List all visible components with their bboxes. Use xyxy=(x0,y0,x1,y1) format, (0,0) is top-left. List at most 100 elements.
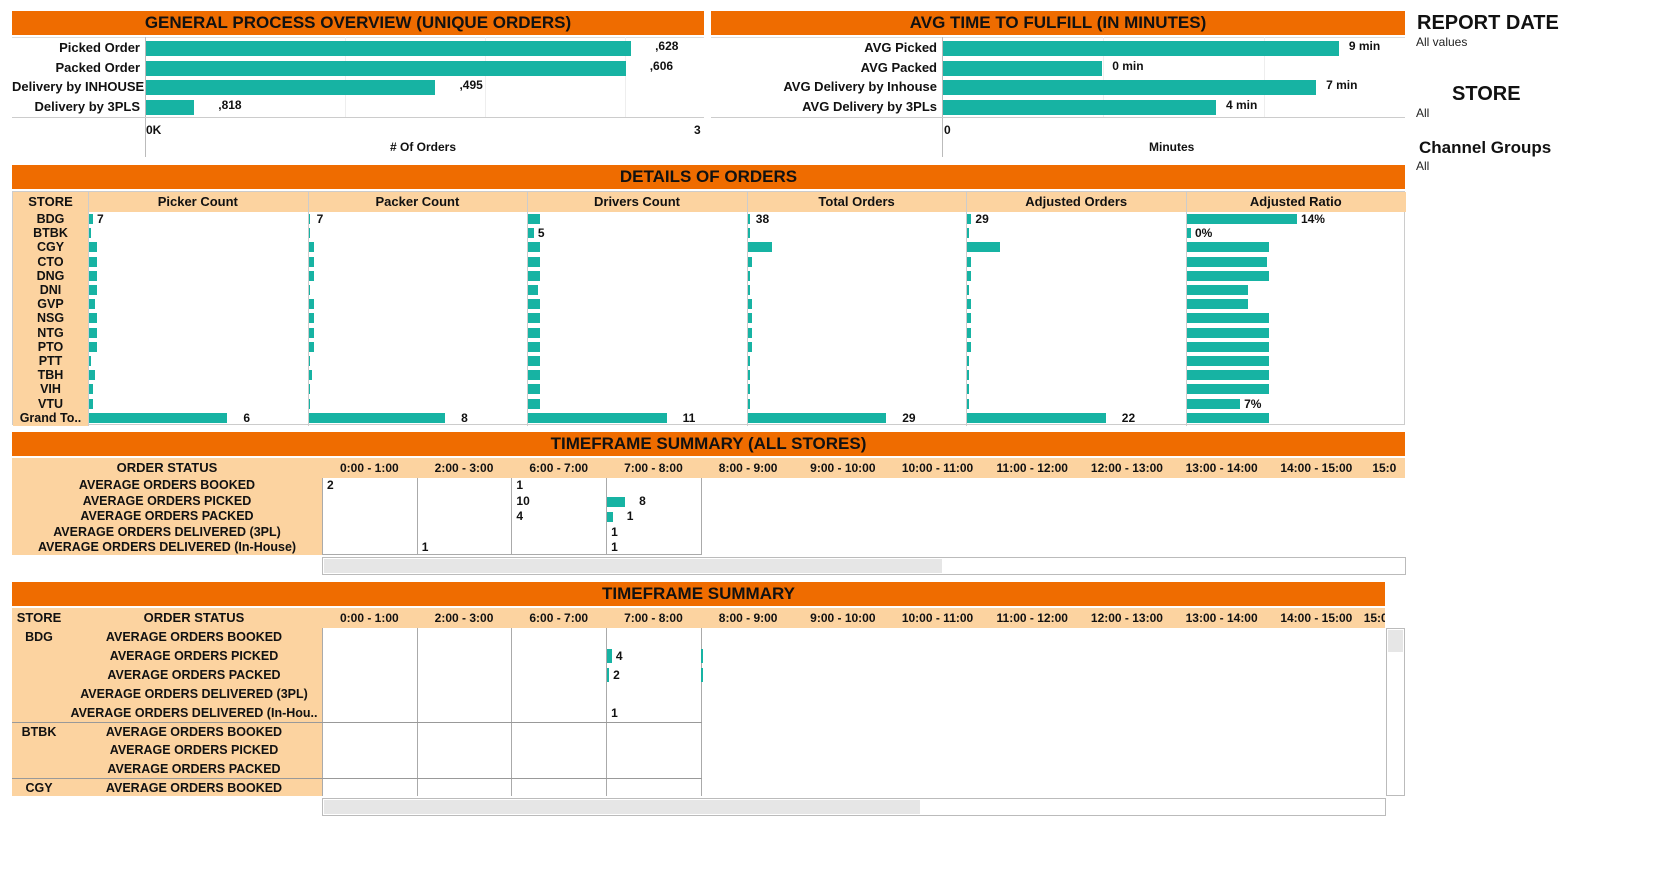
details-bar[interactable] xyxy=(967,285,970,295)
details-bar[interactable] xyxy=(967,256,972,267)
details-bar[interactable] xyxy=(747,270,750,281)
details-bar[interactable] xyxy=(967,398,970,409)
details-bar[interactable] xyxy=(967,313,972,324)
details-bar[interactable] xyxy=(967,356,970,366)
details-bar[interactable] xyxy=(967,270,972,281)
details-bar[interactable] xyxy=(528,370,540,381)
details-bar[interactable] xyxy=(747,299,752,310)
tfa-bar[interactable] xyxy=(607,496,626,507)
details-bar[interactable] xyxy=(967,370,970,381)
details-bar[interactable] xyxy=(747,398,750,409)
details-bar[interactable] xyxy=(747,327,752,338)
details-bar[interactable] xyxy=(89,256,97,267)
details-bar[interactable] xyxy=(1187,228,1191,239)
timeframe-all-scroll-thumb[interactable] xyxy=(324,559,942,573)
details-bar[interactable] xyxy=(1187,256,1267,267)
details-bar[interactable] xyxy=(1187,313,1269,324)
details-bar[interactable] xyxy=(308,398,311,409)
details-bar[interactable] xyxy=(747,214,750,224)
details-bar[interactable] xyxy=(747,256,752,267)
tfs-bar[interactable] xyxy=(607,667,610,682)
details-bar[interactable] xyxy=(967,214,972,224)
details-bar[interactable] xyxy=(308,327,315,338)
details-bar[interactable] xyxy=(528,313,540,324)
details-bar[interactable] xyxy=(528,327,540,338)
details-bar[interactable] xyxy=(967,299,972,310)
details-bar[interactable] xyxy=(528,398,540,409)
details-bar[interactable] xyxy=(528,242,540,253)
details-bar[interactable] xyxy=(308,412,446,423)
channel-filter-value[interactable]: All xyxy=(1416,159,1430,173)
details-bar[interactable] xyxy=(1187,242,1269,253)
details-bar[interactable] xyxy=(1187,214,1297,224)
details-bar[interactable] xyxy=(308,214,311,224)
details-bar[interactable] xyxy=(1187,327,1269,338)
details-bar[interactable] xyxy=(528,214,540,224)
tfs-bar[interactable] xyxy=(607,648,612,663)
report-date-value[interactable]: All values xyxy=(1416,35,1468,49)
details-bar[interactable] xyxy=(747,341,752,352)
details-bar[interactable] xyxy=(308,299,315,310)
timeframe-store-scroll-thumb[interactable] xyxy=(324,800,920,814)
details-bar[interactable] xyxy=(1187,412,1269,423)
details-bar[interactable] xyxy=(89,398,93,409)
details-bar[interactable] xyxy=(308,384,311,395)
details-bar[interactable] xyxy=(528,356,540,366)
details-bar[interactable] xyxy=(89,270,97,281)
details-bar[interactable] xyxy=(308,370,313,381)
details-bar[interactable] xyxy=(308,242,315,253)
details-bar[interactable] xyxy=(528,228,534,239)
details-bar[interactable] xyxy=(967,341,972,352)
details-bar[interactable] xyxy=(747,384,750,395)
details-bar[interactable] xyxy=(89,285,97,295)
details-bar[interactable] xyxy=(747,412,887,423)
timeframe-store-vscroll-thumb[interactable] xyxy=(1388,630,1403,652)
overview-bar[interactable] xyxy=(146,41,632,56)
details-bar[interactable] xyxy=(967,327,972,338)
avg-bar[interactable] xyxy=(943,60,1103,76)
details-bar[interactable] xyxy=(1187,398,1241,409)
details-bar[interactable] xyxy=(308,341,315,352)
details-bar[interactable] xyxy=(967,242,1000,253)
details-bar[interactable] xyxy=(1187,370,1269,381)
details-bar[interactable] xyxy=(308,313,315,324)
overview-bar[interactable] xyxy=(146,80,436,95)
details-bar[interactable] xyxy=(528,270,540,281)
details-bar[interactable] xyxy=(308,228,311,239)
details-bar[interactable] xyxy=(528,256,540,267)
timeframe-all-scrollbar[interactable] xyxy=(322,557,1406,575)
details-bar[interactable] xyxy=(1187,341,1269,352)
details-bar[interactable] xyxy=(89,370,95,381)
details-bar[interactable] xyxy=(89,384,93,395)
avg-bar[interactable] xyxy=(943,41,1339,56)
details-bar[interactable] xyxy=(747,228,750,239)
details-bar[interactable] xyxy=(967,384,970,395)
store-filter-value[interactable]: All xyxy=(1416,106,1430,120)
avg-bar[interactable] xyxy=(943,99,1216,115)
details-bar[interactable] xyxy=(747,313,752,324)
tfa-bar[interactable] xyxy=(607,512,613,522)
details-bar[interactable] xyxy=(89,341,97,352)
details-bar[interactable] xyxy=(1187,299,1248,310)
details-bar[interactable] xyxy=(89,242,97,253)
details-bar[interactable] xyxy=(89,356,91,366)
details-bar[interactable] xyxy=(89,228,91,239)
overview-bar[interactable] xyxy=(146,60,626,76)
details-bar[interactable] xyxy=(1187,356,1269,366)
details-bar[interactable] xyxy=(967,412,1106,423)
details-bar[interactable] xyxy=(308,356,311,366)
details-bar[interactable] xyxy=(1187,384,1269,395)
details-bar[interactable] xyxy=(747,242,773,253)
details-bar[interactable] xyxy=(89,214,93,224)
timeframe-store-scrollbar[interactable] xyxy=(322,798,1386,816)
details-bar[interactable] xyxy=(747,356,750,366)
details-bar[interactable] xyxy=(528,299,540,310)
details-bar[interactable] xyxy=(308,256,315,267)
details-bar[interactable] xyxy=(747,285,750,295)
details-bar[interactable] xyxy=(308,270,315,281)
details-bar[interactable] xyxy=(308,285,311,295)
avg-bar[interactable] xyxy=(943,80,1317,95)
timeframe-store-vscroll[interactable] xyxy=(1386,628,1405,796)
details-bar[interactable] xyxy=(528,285,538,295)
details-bar[interactable] xyxy=(89,412,228,423)
